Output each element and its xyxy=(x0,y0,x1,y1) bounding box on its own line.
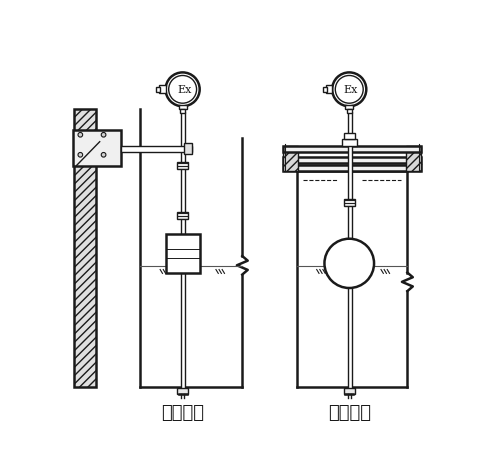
Circle shape xyxy=(168,76,196,103)
Bar xyxy=(177,162,188,169)
Bar xyxy=(323,87,327,92)
Bar xyxy=(282,146,422,152)
Bar xyxy=(282,157,422,163)
Text: 法兰固定: 法兰固定 xyxy=(328,404,371,422)
Bar xyxy=(326,86,332,93)
Bar xyxy=(181,113,185,390)
Circle shape xyxy=(101,133,106,137)
Bar xyxy=(282,146,298,171)
Circle shape xyxy=(101,152,106,157)
Bar xyxy=(282,165,422,171)
Circle shape xyxy=(78,133,82,137)
Bar xyxy=(180,109,185,113)
Bar xyxy=(177,388,188,394)
Bar xyxy=(177,212,188,218)
Text: Ex: Ex xyxy=(344,85,358,95)
Bar xyxy=(347,109,352,113)
Bar xyxy=(346,105,353,109)
Bar xyxy=(160,86,166,93)
Bar xyxy=(348,113,352,390)
Bar xyxy=(344,199,354,206)
Bar xyxy=(406,146,421,171)
Bar xyxy=(166,234,200,273)
Bar xyxy=(74,109,96,387)
Bar xyxy=(342,139,357,146)
Bar xyxy=(344,133,354,139)
Circle shape xyxy=(324,239,374,288)
Text: 架装固定: 架装固定 xyxy=(161,404,204,422)
Bar xyxy=(344,388,354,394)
Bar xyxy=(156,87,160,92)
Bar xyxy=(120,145,192,152)
Bar xyxy=(72,130,120,166)
Bar xyxy=(179,105,186,109)
Circle shape xyxy=(78,152,82,157)
Circle shape xyxy=(336,76,363,103)
Text: Ex: Ex xyxy=(177,85,192,95)
Circle shape xyxy=(166,72,200,106)
Bar xyxy=(184,143,192,154)
Circle shape xyxy=(332,72,366,106)
